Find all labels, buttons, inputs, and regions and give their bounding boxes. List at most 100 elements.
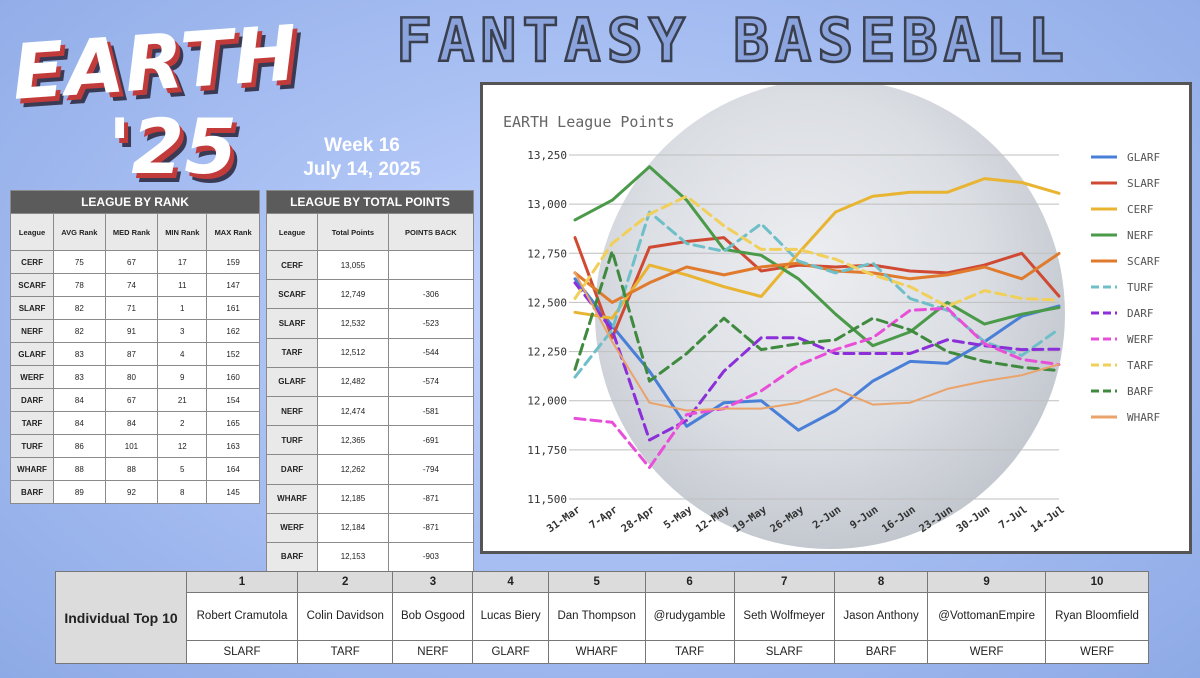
- rank-value-cell: 83: [53, 342, 106, 366]
- top10-rank: 5: [547, 571, 646, 593]
- top10-rank: 9: [927, 571, 1047, 593]
- points-value-cell: 12,749: [317, 279, 389, 310]
- x-tick-label: 30-Jun: [954, 504, 992, 536]
- table-row: WERF 83 80 9 160: [9, 365, 260, 389]
- rank-value-cell: 82: [53, 296, 106, 320]
- legend-label: GLARF: [1127, 151, 1160, 164]
- points-value-cell: 12,365: [317, 425, 389, 456]
- league-name-cell: BARF: [265, 541, 319, 573]
- top10-player-league: GLARF: [472, 640, 549, 664]
- x-tick-label: 14-Jul: [1029, 504, 1067, 536]
- x-tick-label: 23-Jun: [917, 504, 955, 536]
- league-name-cell: SCARF: [265, 279, 319, 310]
- rank-value-cell: 152: [206, 342, 260, 366]
- table-row: SLARF 82 71 1 161: [9, 296, 260, 320]
- points-value-cell: [387, 249, 475, 281]
- top10-rank: 1: [185, 571, 299, 593]
- points-value-cell: -871: [387, 512, 475, 543]
- x-tick-label: 2-Jun: [811, 504, 844, 532]
- top10-rank: 10: [1045, 571, 1149, 593]
- points-value-cell: -871: [387, 483, 475, 514]
- table-row: CERF 13,055: [265, 249, 475, 281]
- rank-table-title: LEAGUE BY RANK: [10, 190, 260, 214]
- rank-value-cell: 8: [157, 480, 208, 504]
- top10-rank: 8: [833, 571, 929, 593]
- league-by-points-table: LEAGUE BY TOTAL POINTS League Total Point…: [265, 190, 475, 573]
- earth-25-logo: EARTH '25: [8, 8, 308, 198]
- rank-value-cell: 160: [206, 365, 260, 389]
- top10-player-name: Dan Thompson: [547, 591, 646, 642]
- x-tick-label: 7-Jul: [997, 504, 1030, 532]
- y-tick-label: 11,500: [527, 493, 567, 506]
- points-value-cell: -903: [387, 541, 475, 573]
- rank-value-cell: 101: [104, 434, 159, 458]
- y-tick-label: 12,000: [527, 395, 567, 408]
- top10-player-league: SLARF: [733, 640, 835, 664]
- week-info: Week 16 July 14, 2025: [262, 134, 462, 182]
- points-col-header: POINTS BACK: [387, 213, 475, 251]
- legend-label: TURF: [1127, 281, 1154, 294]
- league-name-cell: WHARF: [9, 457, 55, 481]
- y-tick-label: 11,750: [527, 444, 567, 457]
- x-tick-label: 9-Jun: [848, 504, 881, 532]
- points-value-cell: 12,153: [317, 541, 389, 573]
- rank-value-cell: 4: [157, 342, 208, 366]
- rank-value-cell: 2: [157, 411, 208, 435]
- x-tick-label: 28-Apr: [619, 504, 657, 536]
- x-tick-label: 16-Jun: [880, 504, 918, 536]
- logo-line1: EARTH: [9, 8, 302, 117]
- x-tick-label: 31-Mar: [545, 504, 583, 536]
- points-value-cell: -544: [387, 337, 475, 368]
- page-title: FANTASY BASEBALL: [395, 5, 1070, 78]
- top10-player-league: NERF: [392, 640, 474, 664]
- series-line-glarf: [573, 277, 1061, 432]
- logo-line2: '25: [108, 102, 238, 191]
- rank-value-cell: 162: [206, 319, 260, 343]
- league-name-cell: CERF: [265, 249, 319, 281]
- y-tick-label: 12,750: [527, 247, 567, 260]
- table-row: WHARF 12,185 -871: [265, 483, 475, 514]
- league-name-cell: TURF: [9, 434, 55, 458]
- top10-player-name: Seth Wolfmeyer: [733, 591, 835, 642]
- rank-value-cell: 89: [53, 480, 106, 504]
- league-name-cell: TARF: [9, 411, 55, 435]
- top10-title: Individual Top 10: [55, 571, 187, 664]
- top10-rank: 7: [733, 571, 835, 593]
- points-value-cell: 12,474: [317, 395, 389, 427]
- series-line-darf: [573, 281, 1061, 442]
- legend-label: SCARF: [1127, 255, 1160, 268]
- rank-value-cell: 164: [206, 457, 260, 481]
- top10-player-name: Colin Davidson: [297, 591, 394, 642]
- points-value-cell: 12,512: [317, 337, 389, 368]
- top10-rank: 3: [392, 571, 474, 593]
- table-row: NERF 82 91 3 162: [9, 319, 260, 343]
- rank-value-cell: 147: [206, 273, 260, 297]
- points-value-cell: -306: [387, 279, 475, 310]
- points-value-cell: -523: [387, 308, 475, 339]
- top10-player-league: WERF: [927, 640, 1047, 664]
- rank-col-header: MED Rank: [104, 213, 159, 251]
- league-name-cell: SLARF: [265, 308, 319, 339]
- league-name-cell: SLARF: [9, 296, 55, 320]
- rank-value-cell: 5: [157, 457, 208, 481]
- points-col-header: Total Points: [317, 213, 389, 251]
- week-label: Week 16: [324, 135, 400, 156]
- rank-value-cell: 163: [206, 434, 260, 458]
- top10-player-league: TARF: [297, 640, 394, 664]
- rank-value-cell: 67: [104, 250, 159, 274]
- rank-value-cell: 67: [104, 388, 159, 412]
- league-name-cell: CERF: [9, 250, 55, 274]
- x-tick-label: 12-May: [694, 503, 733, 535]
- legend-label: BARF: [1127, 385, 1154, 398]
- league-name-cell: NERF: [9, 319, 55, 343]
- league-name-cell: GLARF: [265, 366, 319, 397]
- table-row: DARF 84 67 21 154: [9, 388, 260, 412]
- table-row: SCARF 78 74 11 147: [9, 273, 260, 297]
- individual-top10-table: Individual Top 10 1 2 3 4 5 6 7 8 9 10 Robert Cra…: [55, 571, 1149, 664]
- league-name-cell: DARF: [265, 454, 319, 485]
- points-value-cell: 12,185: [317, 483, 389, 514]
- series-line-tarf: [573, 194, 1061, 308]
- top10-player-name: Robert Cramutola: [185, 591, 299, 642]
- top10-player-league: WHARF: [547, 640, 646, 664]
- rank-col-header: AVG Rank: [53, 213, 106, 251]
